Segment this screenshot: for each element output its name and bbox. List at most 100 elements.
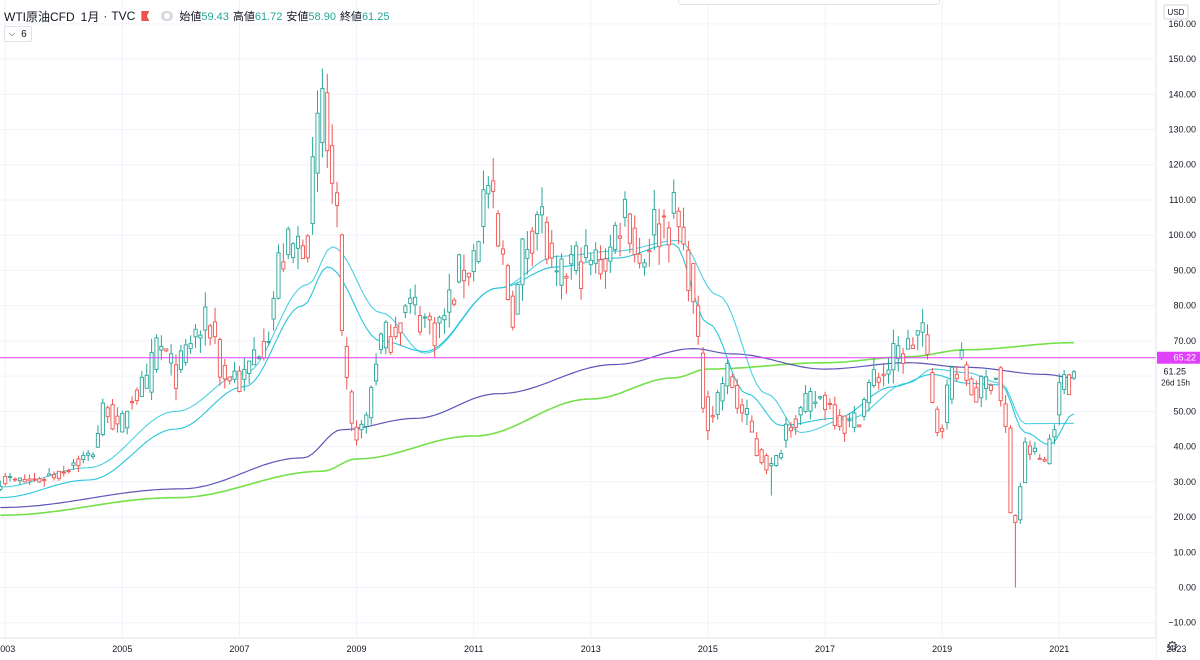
separator: · xyxy=(103,9,108,23)
candle xyxy=(417,306,423,336)
candle xyxy=(813,390,818,409)
candle xyxy=(22,474,27,483)
candle xyxy=(603,248,608,289)
candle xyxy=(56,470,61,482)
candle xyxy=(613,221,618,255)
candle xyxy=(749,415,754,433)
candle xyxy=(759,448,764,465)
candle xyxy=(686,241,691,302)
candle xyxy=(32,472,37,482)
time-axis[interactable]: 2003 2005 2007 2009 2011 2013 2015 2017 2019 2021… xyxy=(0,637,1200,660)
time-tick-label: 2011 xyxy=(464,644,483,654)
candle xyxy=(1027,440,1033,461)
candle xyxy=(539,187,545,234)
candle xyxy=(403,303,408,319)
candle xyxy=(3,473,8,486)
candle xyxy=(993,377,998,381)
candle xyxy=(17,477,22,486)
candle xyxy=(393,316,398,340)
candle xyxy=(905,329,911,350)
candle xyxy=(515,283,520,315)
candle xyxy=(910,337,915,350)
candle xyxy=(925,324,930,360)
candle xyxy=(764,453,769,475)
candle xyxy=(1013,514,1018,588)
candle xyxy=(476,240,481,264)
bar-countdown: 26d 15h xyxy=(1161,379,1190,388)
candle xyxy=(598,245,603,280)
candle xyxy=(315,90,320,192)
candle xyxy=(847,413,852,428)
candle xyxy=(783,417,789,448)
candle xyxy=(154,334,159,373)
candle xyxy=(383,320,388,355)
price-tick-label: 0.00 xyxy=(1178,583,1196,593)
candle xyxy=(857,424,862,428)
symbol-title[interactable]: WTI原油CFD xyxy=(4,9,75,24)
candle xyxy=(559,253,564,300)
line-price-tag xyxy=(1157,351,1200,364)
candle xyxy=(334,181,340,228)
candle xyxy=(1042,456,1047,463)
candle xyxy=(47,468,52,477)
indicators-toggle[interactable]: ⌵ 6 xyxy=(4,26,32,42)
price-tick-label: −10.00 xyxy=(1168,618,1196,628)
candle xyxy=(432,317,437,358)
visibility-icon[interactable] xyxy=(161,11,174,21)
candle xyxy=(871,358,876,388)
candle xyxy=(818,395,823,401)
candle xyxy=(544,216,549,265)
candle xyxy=(808,387,813,420)
currency-label: USD xyxy=(1168,8,1185,17)
candle xyxy=(1008,424,1013,514)
candle xyxy=(1062,369,1067,395)
candle xyxy=(1071,370,1076,380)
candle xyxy=(149,338,154,401)
candle xyxy=(969,376,974,396)
candle xyxy=(281,243,286,272)
candle xyxy=(710,406,715,423)
candle xyxy=(642,258,647,276)
candle xyxy=(637,237,642,269)
candle xyxy=(12,477,18,482)
candle xyxy=(652,189,657,251)
candle xyxy=(413,284,418,316)
price-tick-label: 70.00 xyxy=(1173,336,1196,346)
candle xyxy=(173,354,179,401)
gear-icon[interactable]: ⚙ xyxy=(1166,638,1179,654)
price-axis[interactable]: USD 160.00 150.00 140.00 130.00 120.00 110.00 1… xyxy=(1155,0,1200,660)
candle xyxy=(491,158,496,209)
candle xyxy=(837,409,842,431)
candle xyxy=(286,226,291,259)
flag-icon[interactable] xyxy=(141,11,150,21)
price-tick-label: 30.00 xyxy=(1173,477,1196,487)
time-tick-label: 2019 xyxy=(932,644,952,654)
candle xyxy=(456,253,462,284)
candle xyxy=(164,348,169,353)
candle xyxy=(71,458,76,470)
candle xyxy=(696,295,701,345)
candle xyxy=(569,245,574,280)
candle xyxy=(940,424,945,439)
candle xyxy=(930,368,935,404)
candle xyxy=(330,124,335,204)
ohlc-close: 終値61.25 xyxy=(339,11,390,23)
candle xyxy=(798,405,803,425)
candle xyxy=(730,373,735,389)
candle xyxy=(388,324,393,355)
candle xyxy=(661,209,667,239)
candle xyxy=(95,425,100,449)
candle xyxy=(876,372,881,390)
top-panel-tab[interactable] xyxy=(678,0,940,5)
candle xyxy=(359,419,364,439)
candle xyxy=(134,387,140,405)
candle xyxy=(822,391,828,421)
price-tick-label: 50.00 xyxy=(1173,406,1196,416)
candle xyxy=(578,247,584,300)
candle xyxy=(364,412,369,434)
price-tick-label: 150.00 xyxy=(1168,54,1196,64)
currency-box[interactable] xyxy=(1163,4,1189,20)
candle xyxy=(266,331,271,346)
